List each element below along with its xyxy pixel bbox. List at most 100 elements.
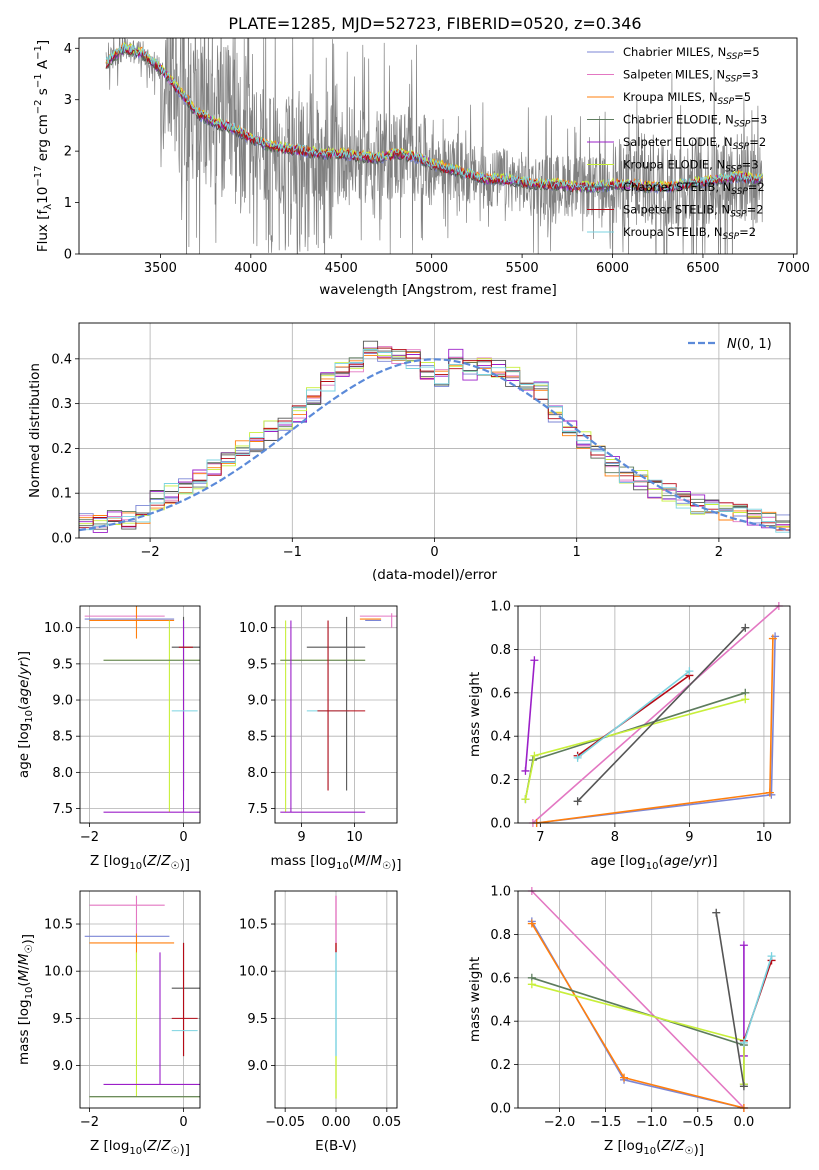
x-tick-label: 0 <box>179 830 187 845</box>
axes-frame <box>78 37 798 255</box>
y-axis-label: mass weight <box>467 672 483 757</box>
y-tick-label: 10.0 <box>44 621 73 636</box>
y-tick-label: 10.5 <box>239 918 268 933</box>
weight-marker <box>573 797 582 806</box>
weight-marker <box>685 667 694 676</box>
x-tick-label: 2 <box>715 545 723 560</box>
y-tick-label: 9.5 <box>52 1012 73 1027</box>
errorbar-point <box>89 606 175 639</box>
weight-line <box>536 638 774 824</box>
axes-frame <box>274 890 398 1109</box>
weight-marker <box>521 795 530 804</box>
x-axis-label: Z [log10(Z/Z☉)] <box>604 1138 704 1158</box>
weight-marker <box>530 656 539 665</box>
x-tick-label: 0.05 <box>372 1115 401 1130</box>
x-tick-label: 0 <box>430 545 438 560</box>
y-tick-label: 0.0 <box>490 1102 511 1117</box>
y-tick-label: 9.0 <box>52 694 73 709</box>
weight-marker <box>573 753 582 762</box>
x-tick-label: −2 <box>141 545 160 560</box>
x-tick-label: 9 <box>685 830 693 845</box>
weight-line <box>743 955 773 1044</box>
y-axis-label: Normed distribution <box>27 363 43 498</box>
weight-line <box>577 670 690 759</box>
residual-histogram-panel: −2 −1 0 1 2 0.0 0.1 0.2 0.3 0.4 N(0, 1) (data-model… <box>27 322 791 583</box>
y-tick-label: 9.5 <box>247 1012 268 1027</box>
errorbar-point <box>306 616 366 791</box>
y-tick-label: 8.0 <box>52 766 73 781</box>
grid <box>80 606 200 823</box>
y-axis-label: mass [log10(M/M☉)] <box>16 934 36 1065</box>
errorbar-point <box>359 613 397 628</box>
grid <box>79 323 790 539</box>
weight-marker <box>741 695 750 704</box>
errorbar-point <box>317 620 366 791</box>
weight-line <box>524 660 536 771</box>
error-bars <box>280 613 397 813</box>
y-tick-label: 10.5 <box>44 918 73 933</box>
y-tick-label: 0.6 <box>490 971 511 986</box>
x-tick-label: 10 <box>346 830 363 845</box>
age-vs-metallicity-panel: −2 0 7.5 8.0 8.5 9.0 9.5 10.0 Z [log10(Z/Z☉)] age… <box>16 605 201 873</box>
x-tick-label: −2 <box>80 830 99 845</box>
y-tick-label: 0.1 <box>51 487 72 502</box>
axes-frame <box>274 605 398 824</box>
model-spectrum-7 <box>105 44 763 193</box>
y-tick-label: 0.4 <box>51 352 72 367</box>
x-axis-label: wavelength [Angstrom, rest frame] <box>319 282 557 298</box>
legend-label: Salpeter ELODIE, NSSP=2 <box>623 135 766 152</box>
weight-marker <box>765 788 774 797</box>
weight-marker <box>739 1082 748 1091</box>
x-tick-label: 3500 <box>144 261 177 276</box>
legend-label: Kroupa MILES, NSSP=5 <box>623 90 751 107</box>
legend-label: Chabrier MILES, NSSP=5 <box>623 45 760 62</box>
axes-frame <box>79 605 201 824</box>
weight-marker <box>741 623 750 632</box>
weight-line <box>577 674 690 757</box>
weight-marker <box>739 941 748 950</box>
y-tick-label: 0.2 <box>490 1058 511 1073</box>
legend-label: Kroupa ELODIE, NSSP=3 <box>623 158 759 175</box>
errorbar-point <box>103 620 200 813</box>
axes-frame <box>79 890 201 1109</box>
y-axis-label: age [log10(age/yr)] <box>16 651 35 778</box>
errorbar-point <box>171 942 200 1057</box>
x-axis-label: E(B-V) <box>315 1138 357 1154</box>
y-tick-label: 9.0 <box>52 1059 73 1074</box>
legend: Chabrier MILES, NSSP=5 Salpeter MILES, NS… <box>587 45 767 242</box>
y-tick-label: 1.0 <box>490 600 511 615</box>
x-tick-label: −1.0 <box>636 1115 668 1130</box>
legend-label: Chabrier ELODIE, NSSP=3 <box>623 113 767 130</box>
legend-label: N(0, 1) <box>727 337 772 352</box>
x-axis-label: mass [log10(M/M☉)] <box>270 853 401 873</box>
x-axis-label: age [log10(age/yr)] <box>590 853 717 872</box>
weight-marker <box>767 952 776 961</box>
y-tick-label: 2 <box>64 145 72 160</box>
error-bars <box>84 895 200 1098</box>
grid <box>275 606 397 823</box>
y-tick-label: 8.0 <box>247 766 268 781</box>
errorbar-point <box>171 616 200 791</box>
y-tick-label: 10.0 <box>239 621 268 636</box>
weight-line <box>531 977 745 1085</box>
y-axis-label: mass weight <box>467 957 483 1042</box>
normal-curve <box>79 358 790 532</box>
grid <box>80 891 200 1108</box>
weight-marker <box>620 1073 629 1082</box>
x-tick-label: 0 <box>179 1115 187 1130</box>
y-tick-label: 0.4 <box>490 730 511 745</box>
y-tick-label: 10.0 <box>44 965 73 980</box>
errorbar-point <box>103 620 200 813</box>
y-tick-label: 4 <box>64 42 72 57</box>
y-tick-label: 7.5 <box>247 802 268 817</box>
axes-frame <box>517 605 791 824</box>
x-tick-label: 9 <box>297 830 305 845</box>
x-axis-label: Z [log10(Z/Z☉)] <box>90 1138 190 1158</box>
y-tick-label: 0.2 <box>51 442 72 457</box>
x-tick-label: −1 <box>283 545 302 560</box>
y-tick-label: 3 <box>64 93 72 108</box>
x-tick-label: 4000 <box>234 261 267 276</box>
y-tick-label: 0.6 <box>490 686 511 701</box>
y-tick-label: 9.0 <box>247 694 268 709</box>
